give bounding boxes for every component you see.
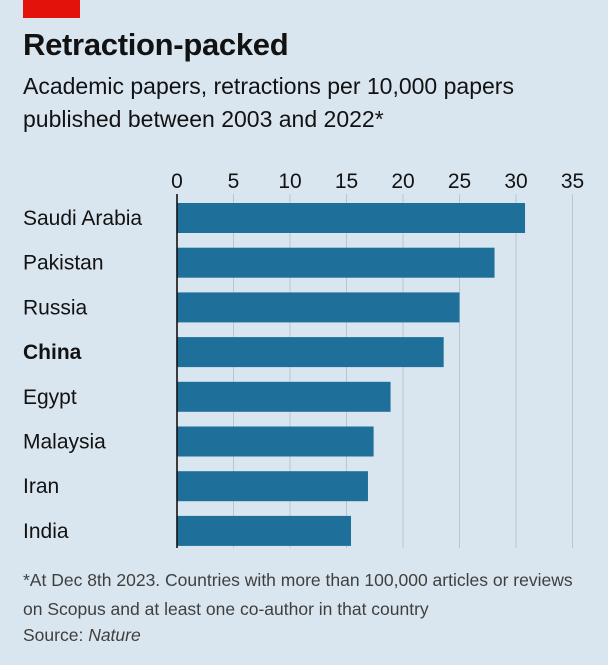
bar xyxy=(177,381,391,412)
category-label: India xyxy=(23,520,69,543)
chart-title: Retraction-packed xyxy=(23,27,289,62)
x-tick-label: 35 xyxy=(561,170,584,193)
category-label: China xyxy=(23,341,82,364)
x-tick-label: 20 xyxy=(391,170,414,193)
chart-subtitle: Academic papers, retractions per 10,000 … xyxy=(23,73,514,132)
bar-chart: 0 5 10 15 20 25 30 35 Saudi Arabia Pakistan Russia… xyxy=(23,170,584,548)
bar xyxy=(177,203,526,233)
x-tick-label: 25 xyxy=(448,170,471,193)
x-tick-label: 10 xyxy=(278,170,301,193)
x-tick-label: 0 xyxy=(171,170,183,193)
bar xyxy=(177,292,460,323)
category-label: Saudi Arabia xyxy=(23,207,142,230)
bar xyxy=(177,471,368,502)
footnote: *At Dec 8th 2023. Countries with more th… xyxy=(23,570,573,619)
source-line: Source: Nature xyxy=(23,623,141,647)
x-tick-label: 15 xyxy=(335,170,358,193)
category-label: Russia xyxy=(23,296,88,319)
bar xyxy=(177,247,495,278)
category-label: Malaysia xyxy=(23,431,106,454)
category-label: Pakistan xyxy=(23,252,104,275)
source-value: Nature xyxy=(88,625,141,645)
x-tick-label: 5 xyxy=(228,170,240,193)
bar xyxy=(177,426,374,457)
x-tick-label: 30 xyxy=(504,170,527,193)
source-label: Source: xyxy=(23,625,89,645)
bar xyxy=(177,515,352,546)
category-label: Iran xyxy=(23,475,59,498)
category-label: Egypt xyxy=(23,386,77,409)
brand-red-tag xyxy=(23,0,80,18)
bar xyxy=(177,337,444,368)
